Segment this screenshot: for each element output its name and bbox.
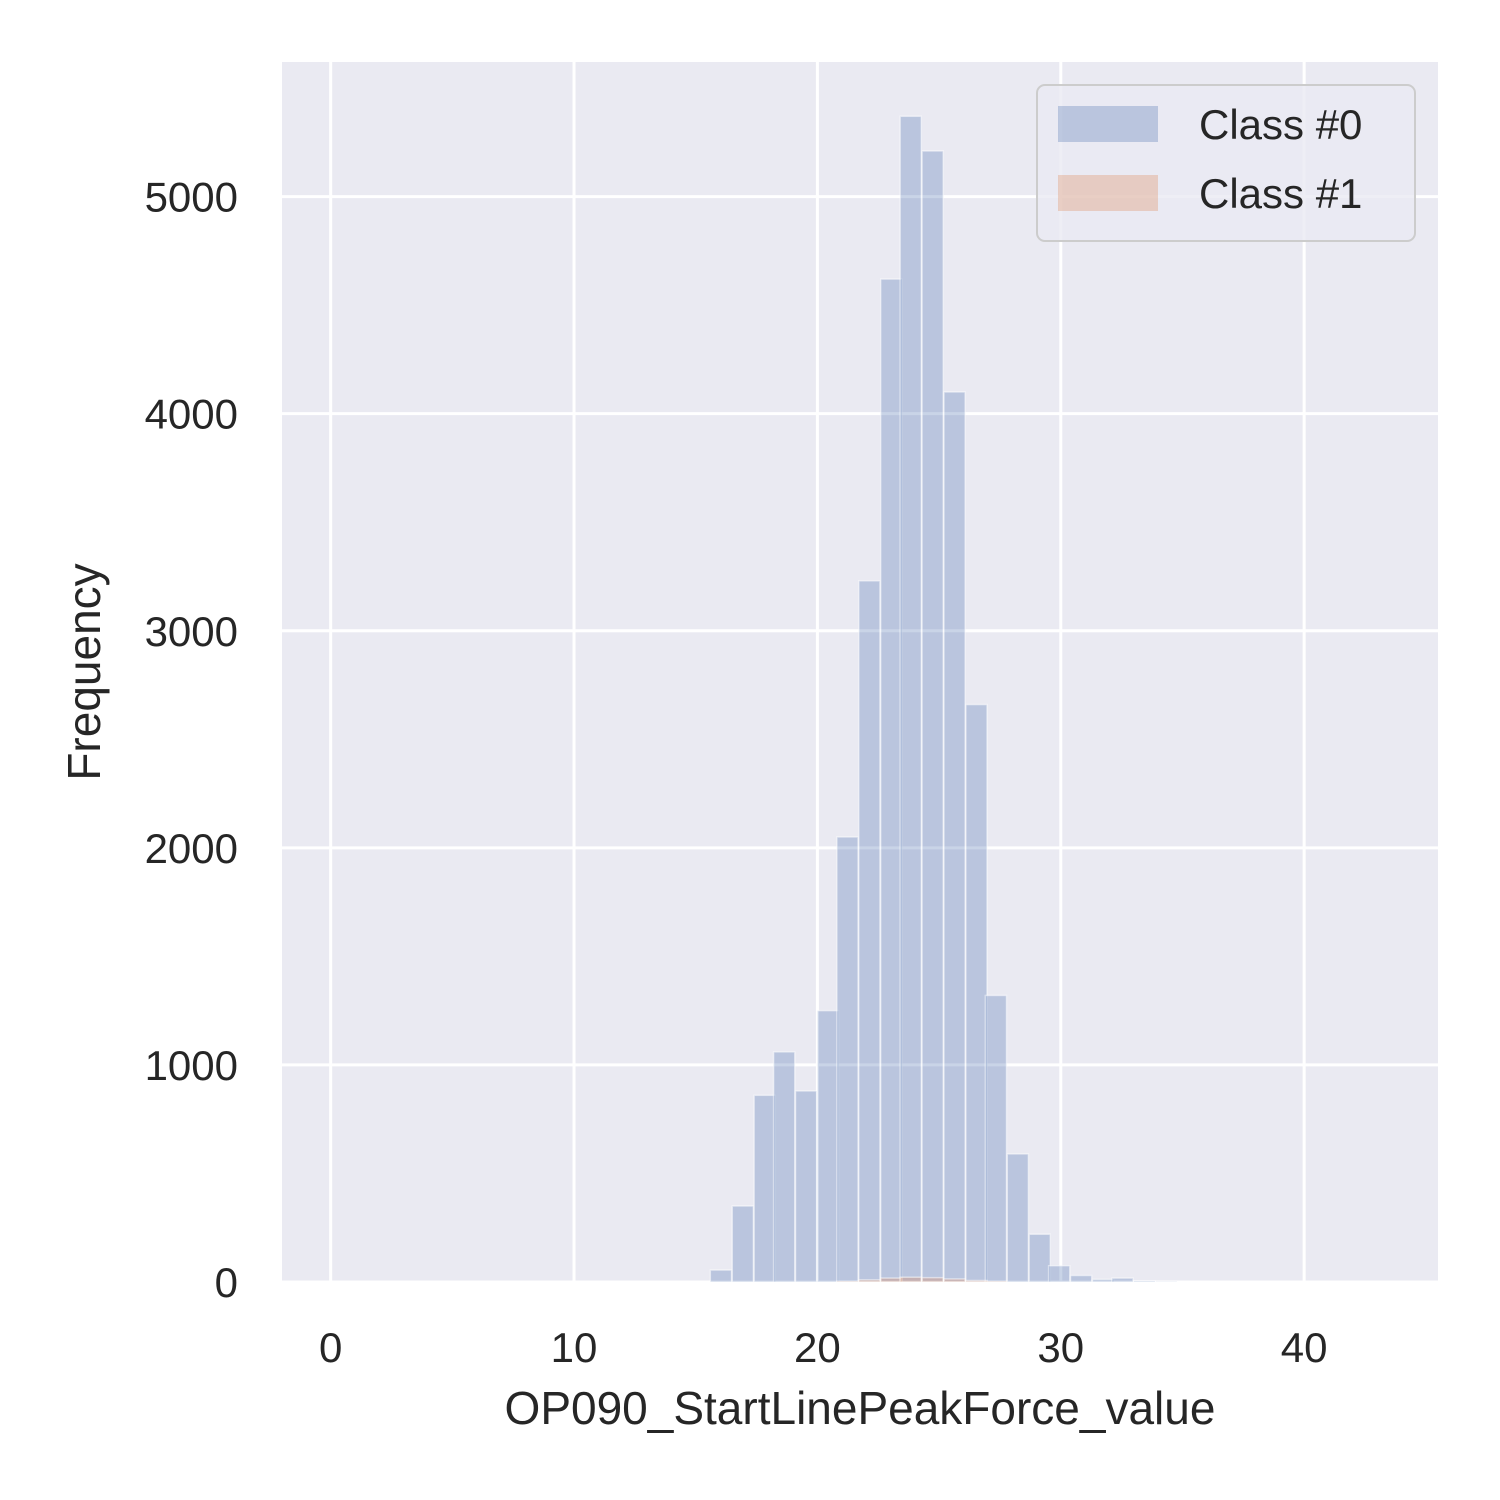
histogram-bar-series-0	[1006, 1153, 1030, 1283]
histogram-bar-series-0	[1069, 1274, 1093, 1283]
histogram-bar-series-0	[858, 580, 881, 1283]
histogram-bar-series-0	[772, 1051, 796, 1283]
legend: Class #0 Class #1	[1036, 84, 1416, 242]
legend-label: Class #1	[1199, 170, 1362, 217]
histogram-bar-series-0	[984, 994, 1008, 1283]
histogram-bar-series-1	[943, 1278, 966, 1283]
x-tick-label: 10	[551, 1324, 598, 1371]
y-tick-label: 3000	[145, 608, 238, 655]
x-tick-label: 0	[319, 1324, 342, 1371]
histogram-bar-series-0	[1028, 1233, 1052, 1283]
histogram-bar-series-0	[836, 836, 859, 1283]
plot-background	[282, 62, 1438, 1282]
histogram-bar-series-0	[921, 150, 944, 1283]
legend-swatch	[1058, 106, 1158, 142]
x-tick-label: 30	[1037, 1324, 1084, 1371]
legend-label: Class #0	[1199, 101, 1362, 148]
histogram-bar-series-0	[753, 1094, 777, 1283]
histogram-bar-series-1	[921, 1276, 944, 1283]
y-axis-label: Frequency	[58, 563, 110, 780]
y-tick-label: 4000	[145, 391, 238, 438]
y-tick-label: 1000	[145, 1042, 238, 1089]
histogram-bar-series-0	[816, 1009, 840, 1283]
x-tick-label: 40	[1281, 1324, 1328, 1371]
histogram-bar-series-1	[879, 1277, 903, 1283]
histogram-bar-series-1	[836, 1280, 859, 1283]
y-tick-labels: 0 1000 2000 3000 4000 5000	[145, 174, 238, 1306]
histogram-bar-series-0	[1091, 1278, 1115, 1283]
histogram-bar-series-0	[1133, 1280, 1156, 1283]
histogram-bar-series-1	[899, 1276, 923, 1283]
y-tick-label: 0	[215, 1259, 238, 1306]
y-tick-label: 2000	[145, 825, 238, 872]
x-axis-label: OP090_StartLinePeakForce_value	[505, 1382, 1216, 1434]
histogram-bar-series-0	[731, 1205, 755, 1283]
histogram-bar-series-1	[858, 1279, 881, 1283]
x-tick-labels: 0 10 20 30 40	[319, 1324, 1328, 1371]
x-tick-label: 20	[794, 1324, 841, 1371]
legend-frame	[1036, 84, 1416, 242]
y-tick-label: 5000	[145, 174, 238, 221]
histogram-bar-series-0	[965, 703, 988, 1283]
histogram-bar-series-0	[879, 278, 903, 1283]
histogram-bar-series-0	[1111, 1277, 1134, 1283]
histogram-bar-series-0	[1047, 1264, 1071, 1283]
bars-group	[709, 115, 1178, 1283]
histogram-bar-series-0	[709, 1269, 733, 1283]
histogram-bar-series-1	[965, 1279, 988, 1283]
histogram-bar-series-1	[984, 1280, 1008, 1283]
histogram-bar-series-0	[943, 391, 966, 1283]
histogram-bar-series-0	[899, 115, 923, 1283]
histogram-bar-series-0	[794, 1090, 818, 1283]
legend-swatch	[1058, 175, 1158, 211]
